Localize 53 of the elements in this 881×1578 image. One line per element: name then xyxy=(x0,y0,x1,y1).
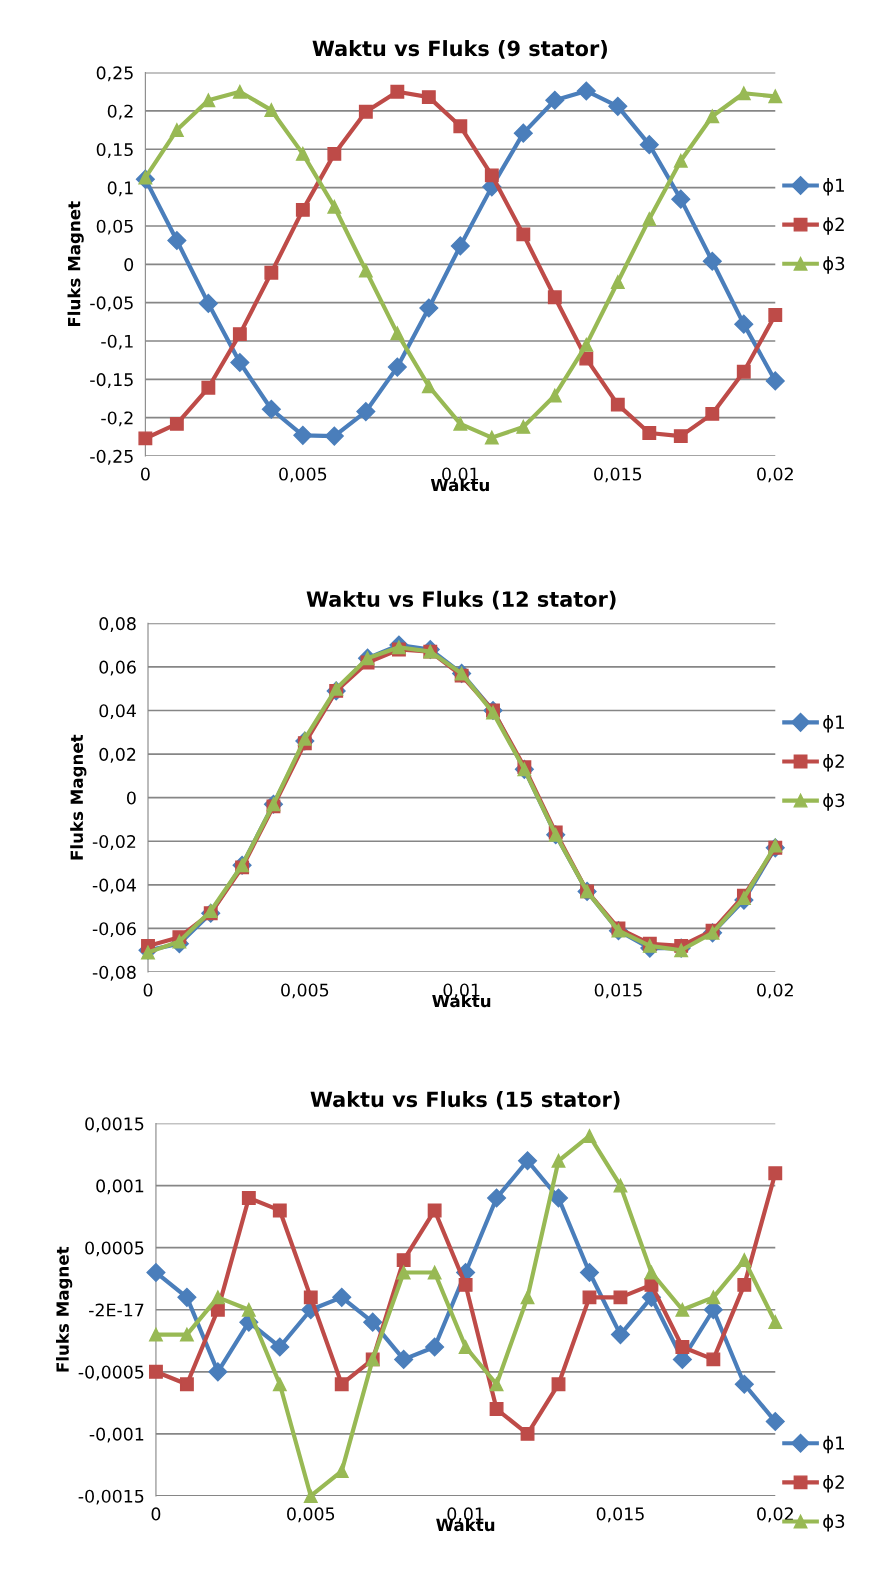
y-tick-label: -0,001 xyxy=(89,1427,144,1443)
y-tick-label: -0,1 xyxy=(101,334,133,350)
x-tick-label: 0,02 xyxy=(757,467,793,483)
y-tick-label: 0,05 xyxy=(96,219,133,235)
y-axis-title: Fluks Magnet xyxy=(56,1246,73,1372)
y-axis-title: Fluks Magnet xyxy=(67,201,84,327)
y-tick-label: 0,25 xyxy=(96,66,133,82)
y-tick-label: -0,02 xyxy=(92,834,136,850)
x-tick-label: 0,02 xyxy=(757,983,793,999)
legend-label: ϕ1 xyxy=(823,178,844,196)
x-tick-label: 0,005 xyxy=(287,1507,335,1523)
y-tick-label: -0,2 xyxy=(101,411,133,427)
x-tick-label: 0 xyxy=(151,1507,161,1521)
chart-title: Waktu vs Fluks (9 stator) xyxy=(312,40,607,59)
x-tick-label: 0,015 xyxy=(594,467,642,483)
y-axis-title: Fluks Magnet xyxy=(70,734,87,860)
x-tick-label: 0 xyxy=(143,983,153,997)
y-tick-label: 0,04 xyxy=(99,704,136,720)
x-tick-label: 0,005 xyxy=(281,983,329,999)
y-tick-label: -0,0005 xyxy=(78,1365,144,1381)
y-tick-label: -0,25 xyxy=(90,449,133,465)
x-tick-label: 0,02 xyxy=(757,1507,793,1523)
legend-label: ϕ3 xyxy=(823,256,845,274)
legend-label: ϕ1 xyxy=(823,714,844,733)
y-tick-label: 0,001 xyxy=(96,1179,144,1195)
y-tick-label: 0,2 xyxy=(107,104,133,120)
y-tick-label: 0,06 xyxy=(99,660,136,676)
legend-label: ϕ1 xyxy=(823,1435,844,1454)
x-tick-label: 0,015 xyxy=(596,1507,644,1523)
y-tick-label: 0 xyxy=(124,258,134,272)
y-tick-label: 0,0005 xyxy=(85,1241,144,1257)
y-tick-label: -2E-17 xyxy=(89,1303,144,1317)
y-tick-label: -0,0015 xyxy=(78,1489,144,1505)
y-tick-label: 0,15 xyxy=(96,142,133,158)
legend-label: ϕ2 xyxy=(823,217,844,235)
y-tick-label: 0 xyxy=(127,791,136,805)
x-tick-label: 0,005 xyxy=(279,467,327,483)
legend-label: ϕ3 xyxy=(823,793,845,811)
legend-label: ϕ3 xyxy=(823,1514,845,1532)
y-tick-label: 0,1 xyxy=(107,181,133,197)
legend-label: ϕ2 xyxy=(823,754,844,772)
chart-title: Waktu vs Fluks (12 stator) xyxy=(306,590,616,610)
y-tick-label: -0,08 xyxy=(92,965,136,981)
legend-label: ϕ2 xyxy=(823,1474,844,1493)
y-tick-label: -0,15 xyxy=(90,373,133,388)
chart-title: Waktu vs Fluks (15 stator) xyxy=(310,1091,620,1110)
y-tick-label: -0,06 xyxy=(92,922,136,938)
y-tick-label: 0,0015 xyxy=(85,1117,144,1133)
y-tick-label: -0,04 xyxy=(92,878,136,894)
y-tick-label: 0,08 xyxy=(99,617,136,632)
x-tick-label: 0,015 xyxy=(594,983,642,999)
y-tick-label: -0,05 xyxy=(90,296,133,312)
y-tick-label: 0,02 xyxy=(99,747,136,763)
